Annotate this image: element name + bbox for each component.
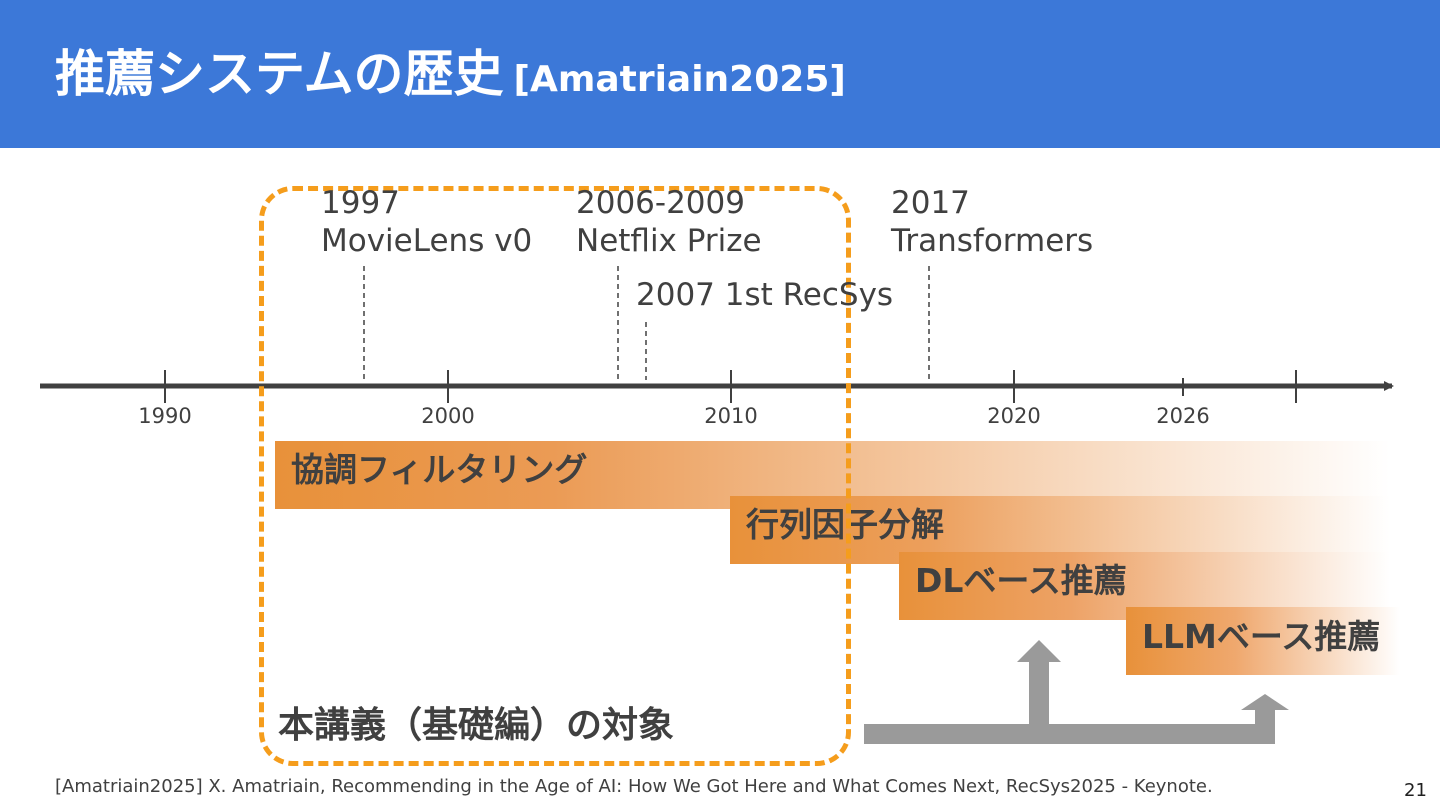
era-label-dl: DLベース推薦 — [915, 561, 1127, 600]
era-collaborative-filtering: 協調フィルタリング — [275, 441, 1390, 509]
title-citation: [Amatriain2025] — [513, 59, 846, 100]
event-movielens-label: MovieLens v0 — [321, 223, 533, 259]
event-netflix: 2006-2009 Netflix Prize — [576, 184, 762, 260]
gray-arrow-base — [864, 724, 1274, 744]
gray-arrow-up-2-shaft — [1255, 708, 1275, 744]
gray-arrow-up-1-head — [1017, 640, 1061, 662]
tick-label-2020: 2020 — [987, 404, 1041, 428]
event-transformers-label: Transformers — [891, 223, 1094, 259]
lecture-scope-box — [259, 186, 851, 766]
event-transformers-year: 2017 — [891, 185, 970, 221]
era-label-cf: 協調フィルタリング — [291, 450, 588, 489]
era-bar-llm — [1126, 607, 1400, 675]
slide-title: 推薦システムの歴史 [Amatriain2025] — [55, 34, 846, 106]
event-netflix-year: 2006-2009 — [576, 185, 745, 221]
tick-label-2026: 2026 — [1156, 404, 1210, 428]
slide-title-text: 推薦システムの歴史 — [55, 45, 504, 103]
page-number: 21 — [1404, 780, 1427, 801]
era-matrix-factorization: 行列因子分解 — [730, 496, 1390, 564]
era-llm-based: LLMベース推薦 — [1126, 607, 1388, 675]
title-bar: 推薦システムの歴史 [Amatriain2025] — [0, 0, 1440, 148]
lecture-scope-label: 本講義（基礎編）の対象 — [278, 705, 675, 746]
event-recsys-label: 2007 1st RecSys — [636, 277, 894, 313]
event-transformers: 2017 Transformers — [891, 184, 1093, 260]
era-label-mf: 行列因子分解 — [746, 505, 944, 544]
footnote: [Amatriain2025] X. Amatriain, Recommendi… — [55, 776, 1213, 797]
era-label-llm: LLMベース推薦 — [1142, 617, 1381, 656]
axis-ticks — [164, 370, 1297, 403]
gray-arrows — [864, 640, 1289, 744]
event-movielens: 1997 MovieLens v0 — [321, 184, 532, 260]
event-netflix-label: Netflix Prize — [576, 223, 762, 259]
event-movielens-year: 1997 — [321, 185, 400, 221]
event-recsys: 2007 1st RecSys — [636, 276, 893, 314]
tick-label-2010: 2010 — [704, 404, 758, 428]
gray-arrow-up-1-shaft — [1029, 660, 1049, 744]
era-dl-based: DLベース推薦 — [899, 552, 1390, 620]
event-markers — [363, 266, 930, 380]
gray-arrow-up-2-head — [1241, 694, 1289, 710]
tick-label-2000: 2000 — [421, 404, 475, 428]
tick-label-1990: 1990 — [138, 404, 192, 428]
